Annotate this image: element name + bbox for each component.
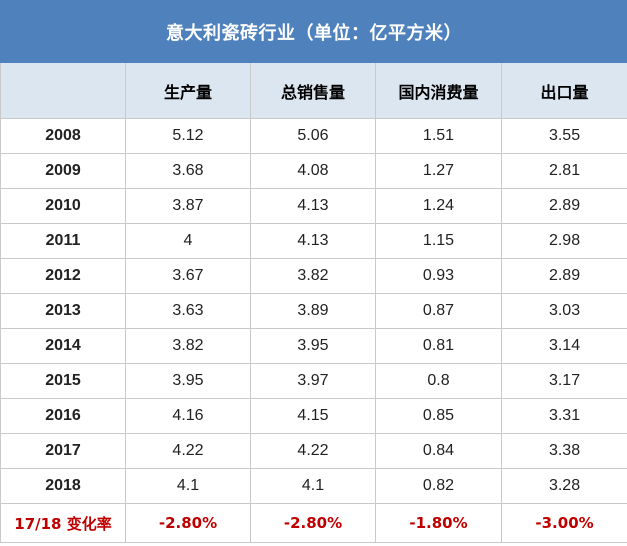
table-row: 2018 4.1 4.1 0.82 3.28	[0, 468, 627, 504]
total-sales-cell: 3.82	[250, 258, 376, 294]
domestic-consumption-cell: 0.84	[375, 433, 502, 469]
year-cell: 2008	[0, 118, 126, 154]
exports-cell: 3.14	[500, 328, 627, 364]
domestic-consumption-cell: 1.27	[375, 153, 502, 189]
change-rate-production: -2.80%	[125, 503, 251, 543]
production-cell: 4.1	[125, 468, 251, 504]
table-title: 意大利瓷砖行业（单位：亿平方米）	[0, 0, 627, 63]
domestic-consumption-cell: 0.8	[375, 363, 502, 399]
exports-cell: 2.81	[500, 153, 627, 189]
production-cell: 4	[125, 223, 251, 259]
total-sales-cell: 3.97	[250, 363, 376, 399]
exports-cell: 3.38	[500, 433, 627, 469]
table-row: 2016 4.16 4.15 0.85 3.31	[0, 398, 627, 434]
production-cell: 5.12	[125, 118, 251, 154]
domestic-consumption-cell: 1.24	[375, 188, 502, 224]
total-sales-cell: 4.08	[250, 153, 376, 189]
production-cell: 3.63	[125, 293, 251, 329]
domestic-consumption-cell: 1.51	[375, 118, 502, 154]
domestic-consumption-cell: 0.85	[375, 398, 502, 434]
year-cell: 2010	[0, 188, 126, 224]
table-row: 2010 3.87 4.13 1.24 2.89	[0, 188, 627, 224]
domestic-consumption-cell: 0.93	[375, 258, 502, 294]
exports-cell: 3.55	[500, 118, 627, 154]
exports-cell: 2.89	[500, 258, 627, 294]
year-cell: 2017	[0, 433, 126, 469]
header-cell-production: 生产量	[125, 62, 251, 119]
production-cell: 3.87	[125, 188, 251, 224]
domestic-consumption-cell: 1.15	[375, 223, 502, 259]
header-cell-total-sales: 总销售量	[250, 62, 376, 119]
year-cell: 2016	[0, 398, 126, 434]
year-cell: 2014	[0, 328, 126, 364]
change-rate-total-sales: -2.80%	[250, 503, 376, 543]
exports-cell: 2.98	[500, 223, 627, 259]
total-sales-cell: 4.13	[250, 188, 376, 224]
total-sales-cell: 4.13	[250, 223, 376, 259]
table-body: 2008 5.12 5.06 1.51 3.55 2009 3.68 4.08 1.27 2.81…	[0, 118, 627, 504]
production-cell: 3.67	[125, 258, 251, 294]
production-cell: 4.22	[125, 433, 251, 469]
table-row: 2013 3.63 3.89 0.87 3.03	[0, 293, 627, 329]
year-cell: 2011	[0, 223, 126, 259]
table-row: 2012 3.67 3.82 0.93 2.89	[0, 258, 627, 294]
total-sales-cell: 3.89	[250, 293, 376, 329]
table-row: 2009 3.68 4.08 1.27 2.81	[0, 153, 627, 189]
domestic-consumption-cell: 0.87	[375, 293, 502, 329]
total-sales-cell: 3.95	[250, 328, 376, 364]
production-cell: 3.82	[125, 328, 251, 364]
year-cell: 2013	[0, 293, 126, 329]
total-sales-cell: 4.15	[250, 398, 376, 434]
total-sales-cell: 5.06	[250, 118, 376, 154]
year-cell: 2015	[0, 363, 126, 399]
table-row: 2017 4.22 4.22 0.84 3.38	[0, 433, 627, 469]
title-row: 意大利瓷砖行业（单位：亿平方米）	[0, 0, 627, 63]
production-cell: 3.68	[125, 153, 251, 189]
header-cell-year	[0, 62, 126, 119]
domestic-consumption-cell: 0.82	[375, 468, 502, 504]
change-rate-label: 17/18 变化率	[0, 503, 126, 543]
table-row: 2014 3.82 3.95 0.81 3.14	[0, 328, 627, 364]
change-rate-domestic-consumption: -1.80%	[375, 503, 502, 543]
change-rate-exports: -3.00%	[500, 503, 627, 543]
year-cell: 2012	[0, 258, 126, 294]
domestic-consumption-cell: 0.81	[375, 328, 502, 364]
year-cell: 2009	[0, 153, 126, 189]
exports-cell: 3.31	[500, 398, 627, 434]
header-cell-domestic-consumption: 国内消费量	[375, 62, 502, 119]
table-row: 2015 3.95 3.97 0.8 3.17	[0, 363, 627, 399]
table-row: 2008 5.12 5.06 1.51 3.55	[0, 118, 627, 154]
header-row: 生产量 总销售量 国内消费量 出口量	[0, 62, 627, 119]
exports-cell: 2.89	[500, 188, 627, 224]
total-sales-cell: 4.22	[250, 433, 376, 469]
production-cell: 4.16	[125, 398, 251, 434]
exports-cell: 3.28	[500, 468, 627, 504]
year-cell: 2018	[0, 468, 126, 504]
exports-cell: 3.03	[500, 293, 627, 329]
change-rate-row: 17/18 变化率 -2.80% -2.80% -1.80% -3.00%	[0, 503, 627, 543]
header-cell-exports: 出口量	[500, 62, 627, 119]
table-row: 2011 4 4.13 1.15 2.98	[0, 223, 627, 259]
exports-cell: 3.17	[500, 363, 627, 399]
total-sales-cell: 4.1	[250, 468, 376, 504]
production-cell: 3.95	[125, 363, 251, 399]
